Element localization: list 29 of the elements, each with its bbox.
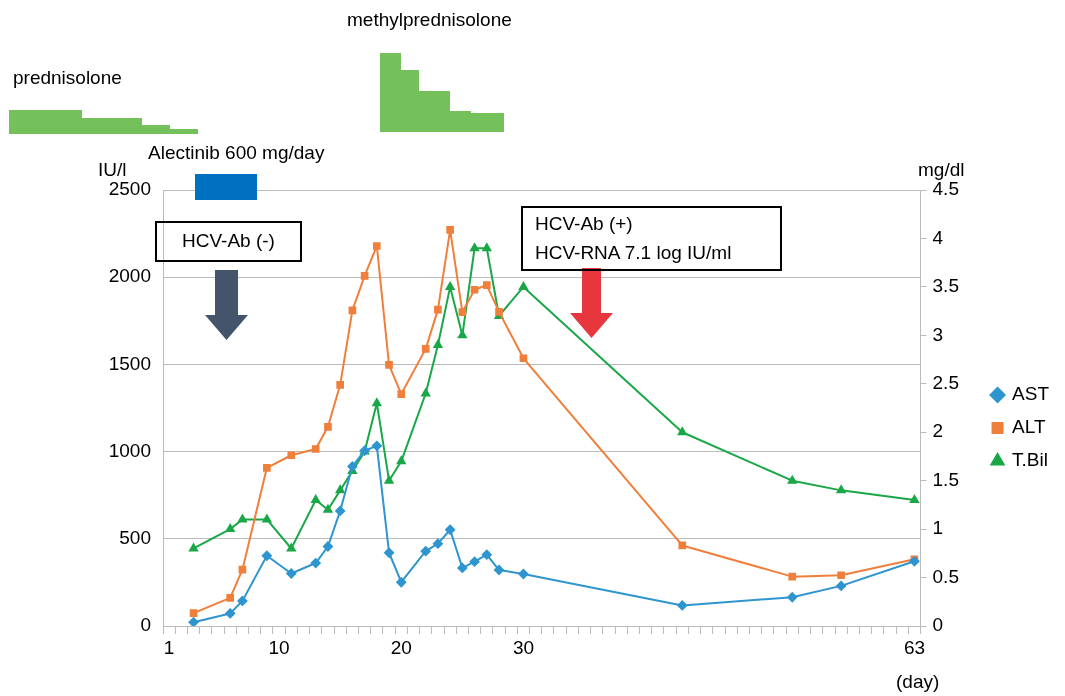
y2-tick-label: 1.5 <box>932 468 959 490</box>
x-tick-label: 30 <box>512 636 535 658</box>
x-tick-label: 1 <box>163 636 175 658</box>
y2-tick-label: 0.5 <box>932 565 959 587</box>
annotation: HCV-Ab (+) HCV-RNA 7.1 log IU/ml <box>521 206 782 271</box>
text: prednisolone <box>13 66 122 90</box>
legend-label: ALT <box>1012 416 1046 438</box>
y2-tick-label: 3.5 <box>932 275 959 297</box>
x-axis-title: (day) <box>896 670 940 694</box>
y2-tick-label: 4 <box>932 226 944 248</box>
y-tick-label: 1500 <box>108 352 151 374</box>
y-tick-label: 2000 <box>108 265 151 287</box>
annotation: HCV-Ab (-) <box>155 221 302 262</box>
y-tick-label: 0 <box>140 614 151 636</box>
x-tick-label: 10 <box>268 636 290 658</box>
text: Alectinib 600 mg/day <box>148 141 325 165</box>
legend-label: AST <box>1012 383 1050 405</box>
y2-tick-label: 1 <box>932 517 944 539</box>
text: methylprednisolone <box>347 8 512 32</box>
x-tick-label: 20 <box>390 636 412 658</box>
x-tick-label: 63 <box>903 636 926 658</box>
y2-tick-label: 0 <box>932 614 944 636</box>
y2-tick-label: 2.5 <box>932 372 959 394</box>
y2-tick-label: 3 <box>932 323 944 345</box>
legend-label: T.Bil <box>1012 449 1048 471</box>
y-tick-label: 500 <box>119 527 151 549</box>
y2-tick-label: 2 <box>932 420 944 442</box>
y2-axis-title: mg/dl <box>918 158 965 182</box>
y-tick-label: 1000 <box>108 439 151 461</box>
